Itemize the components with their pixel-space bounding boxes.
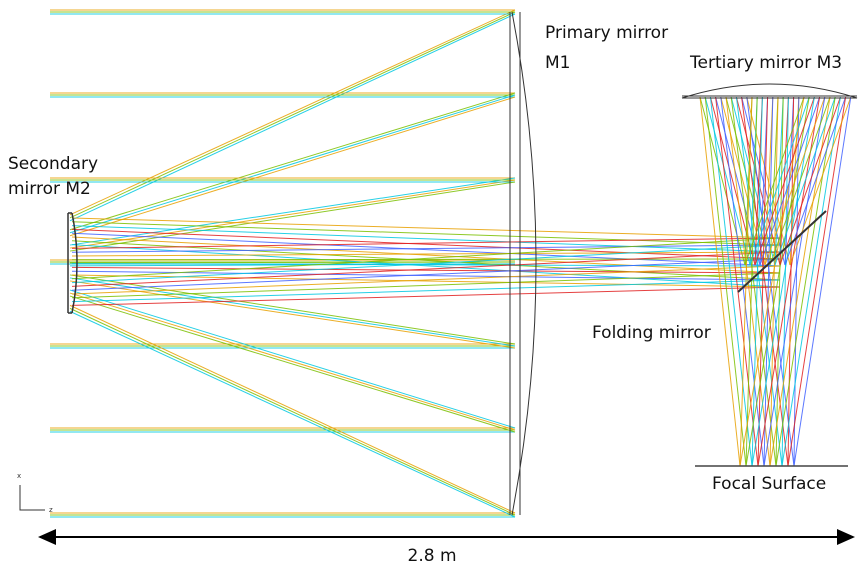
ray — [72, 259, 780, 260]
ray — [70, 12, 515, 218]
ray — [72, 238, 780, 248]
ray — [72, 218, 780, 238]
axis-z-label: z — [49, 506, 53, 514]
primary-label: Primary mirror — [545, 23, 668, 43]
ray — [70, 278, 515, 346]
ray — [70, 290, 515, 428]
ray — [72, 280, 780, 302]
rays — [50, 10, 851, 517]
ray — [70, 95, 515, 233]
primary-label: M1 — [545, 53, 570, 73]
axis-x-label: x — [17, 472, 21, 480]
ray — [70, 10, 515, 215]
ray — [72, 233, 780, 266]
ray — [70, 311, 515, 517]
folding-label: Folding mirror — [592, 323, 711, 343]
ray — [70, 93, 515, 230]
ray — [794, 97, 851, 466]
secondary-label: Secondary — [8, 154, 98, 174]
axis-triad — [20, 485, 45, 510]
focal-label: Focal Surface — [712, 474, 826, 494]
scale-label: 2.8 m — [408, 546, 457, 565]
tertiary-label: Tertiary mirror M3 — [689, 53, 842, 73]
tertiary-mirror-shape — [682, 84, 857, 98]
ray — [72, 226, 780, 252]
secondary-label: mirror M2 — [8, 179, 91, 199]
optical-layout: x z Secondary mirror M2 Primary mirror M… — [0, 0, 863, 565]
ray — [70, 178, 515, 245]
